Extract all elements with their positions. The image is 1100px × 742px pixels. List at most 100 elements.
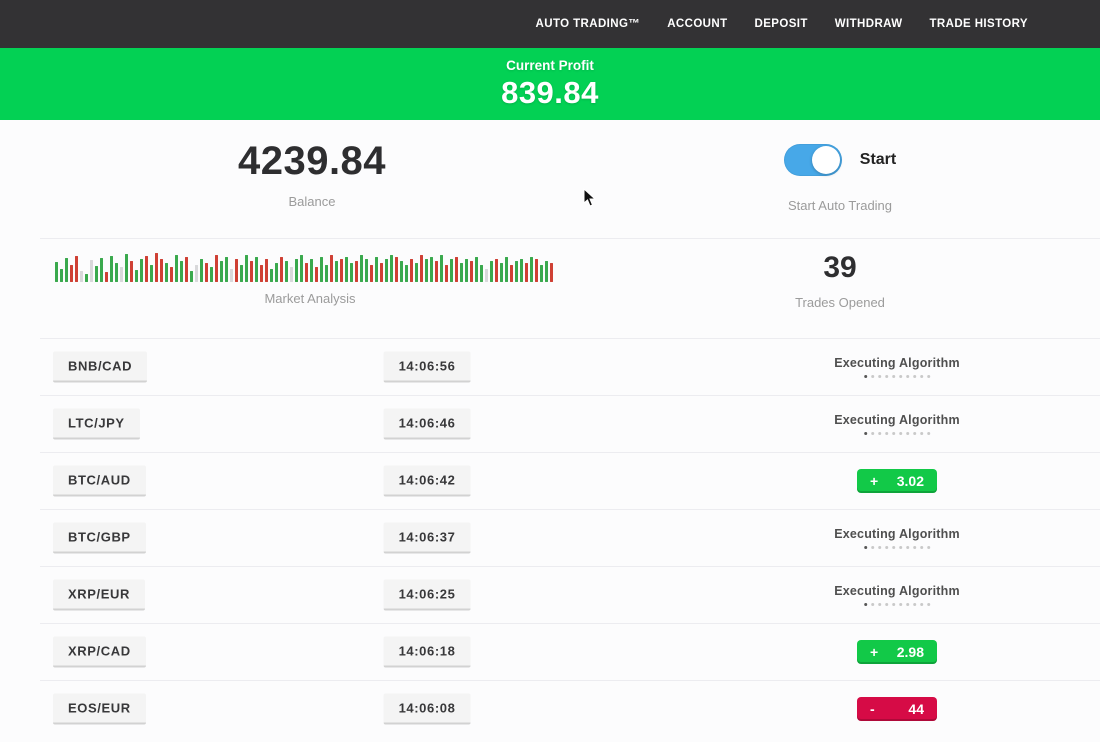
chart-bar	[120, 267, 123, 282]
nav-item-trade-history[interactable]: TRADE HISTORY	[929, 18, 1028, 30]
progress-dot	[905, 374, 909, 378]
table-row: XRP/CAD 14:06:18 +2.98	[0, 623, 1100, 680]
chart-bar	[205, 263, 208, 282]
chart-bar	[350, 263, 353, 282]
chart-bar	[360, 255, 363, 282]
progress-dot	[891, 431, 895, 435]
time-badge: 14:06:25	[383, 579, 471, 610]
chart-bar	[505, 257, 508, 282]
trades-opened-label: Trades Opened	[795, 295, 885, 310]
chart-bar	[430, 257, 433, 282]
chart-bar	[240, 265, 243, 282]
chart-bar	[110, 256, 113, 282]
chart-bar	[435, 261, 438, 282]
progress-dot	[877, 602, 881, 606]
chart-bar	[370, 265, 373, 282]
chart-bar	[95, 266, 98, 282]
market-analysis-label: Market Analysis	[264, 291, 356, 306]
chart-bar	[170, 267, 173, 282]
chart-bar	[345, 257, 348, 282]
chart-bar	[425, 259, 428, 282]
chart-bar	[340, 259, 343, 282]
chart-bar	[450, 259, 453, 282]
progress-dot	[863, 374, 867, 378]
toggle-start-label: Start	[859, 151, 897, 168]
loss-badge: - 44	[857, 696, 937, 721]
progress-dot	[870, 602, 874, 606]
progress-dot	[905, 431, 909, 435]
chart-bar	[60, 269, 63, 282]
chart-bar	[80, 271, 83, 282]
chart-bar	[245, 255, 248, 282]
chart-bar	[160, 259, 163, 282]
chart-bar	[440, 255, 443, 282]
auto-trading-toggle[interactable]	[783, 144, 842, 176]
chart-bar	[385, 259, 388, 282]
nav-item-withdraw[interactable]: WITHDRAW	[834, 18, 903, 30]
nav-item-deposit[interactable]: DEPOSIT	[754, 18, 808, 30]
chart-bar	[195, 265, 198, 282]
chart-bar	[150, 265, 153, 282]
progress-dot	[891, 602, 895, 606]
market-analysis-block: Market Analysis	[55, 252, 565, 306]
progress-dots	[863, 374, 930, 378]
chart-bar	[530, 257, 533, 282]
time-badge: 14:06:46	[383, 408, 471, 439]
pair-badge: XRP/CAD	[53, 636, 146, 667]
current-profit-banner: Current Profit 839.84	[0, 48, 1100, 120]
nav-item-auto-trading[interactable]: AUTO TRADING™	[535, 18, 641, 30]
balance-value: 4239.84	[237, 139, 387, 183]
chart-bar	[155, 253, 158, 282]
progress-dot	[926, 602, 930, 606]
time-badge: 14:06:08	[383, 693, 471, 724]
chart-bar	[75, 256, 78, 282]
time-badge: 14:06:42	[383, 465, 471, 496]
chart-bar	[235, 259, 238, 282]
status-cell: +2.98	[857, 639, 937, 664]
progress-dot	[863, 602, 867, 606]
time-badge: 14:06:37	[383, 522, 471, 553]
time-badge: 14:06:18	[383, 636, 471, 667]
result-amount: 44	[908, 700, 924, 717]
result-amount: 2.98	[896, 643, 924, 660]
profit-badge: +3.02	[857, 468, 937, 493]
progress-dot	[912, 602, 916, 606]
chart-bar	[400, 261, 403, 282]
time-badge: 14:06:56	[383, 351, 471, 382]
chart-bar	[460, 263, 463, 282]
current-profit-label: Current Profit	[506, 57, 594, 73]
market-analysis-chart	[55, 252, 565, 282]
chart-bar	[510, 265, 513, 282]
progress-dot	[926, 431, 930, 435]
profit-badge: +2.98	[857, 639, 937, 664]
chart-bar	[500, 263, 503, 282]
nav-item-account[interactable]: ACCOUNT	[667, 18, 728, 30]
chart-bar	[335, 261, 338, 282]
chart-bar	[490, 261, 493, 282]
toggle-knob	[811, 146, 840, 174]
top-navbar: AUTO TRADING™ ACCOUNT DEPOSIT WITHDRAW TRADE…	[0, 0, 1100, 48]
chart-bar	[190, 271, 193, 282]
chart-bar	[290, 267, 293, 282]
progress-dot	[891, 374, 895, 378]
status-cell: - 44	[857, 696, 937, 721]
progress-dot	[877, 431, 881, 435]
progress-dots	[863, 431, 930, 435]
table-row: LTC/JPY 14:06:46 Executing Algorithm	[0, 395, 1100, 452]
chart-bar	[330, 255, 333, 282]
chart-bar	[285, 261, 288, 282]
chart-bar	[485, 269, 488, 282]
chart-bar	[465, 259, 468, 282]
chart-bar	[470, 261, 473, 282]
progress-dot	[919, 602, 923, 606]
progress-dot	[884, 431, 888, 435]
chart-bar	[545, 261, 548, 282]
chart-bar	[225, 257, 228, 282]
chart-bar	[540, 265, 543, 282]
chart-bar	[230, 269, 233, 282]
chart-bar	[355, 261, 358, 282]
chart-bar	[130, 261, 133, 282]
progress-dot	[898, 431, 902, 435]
chart-bar	[105, 272, 108, 282]
chart-bar	[475, 257, 478, 282]
